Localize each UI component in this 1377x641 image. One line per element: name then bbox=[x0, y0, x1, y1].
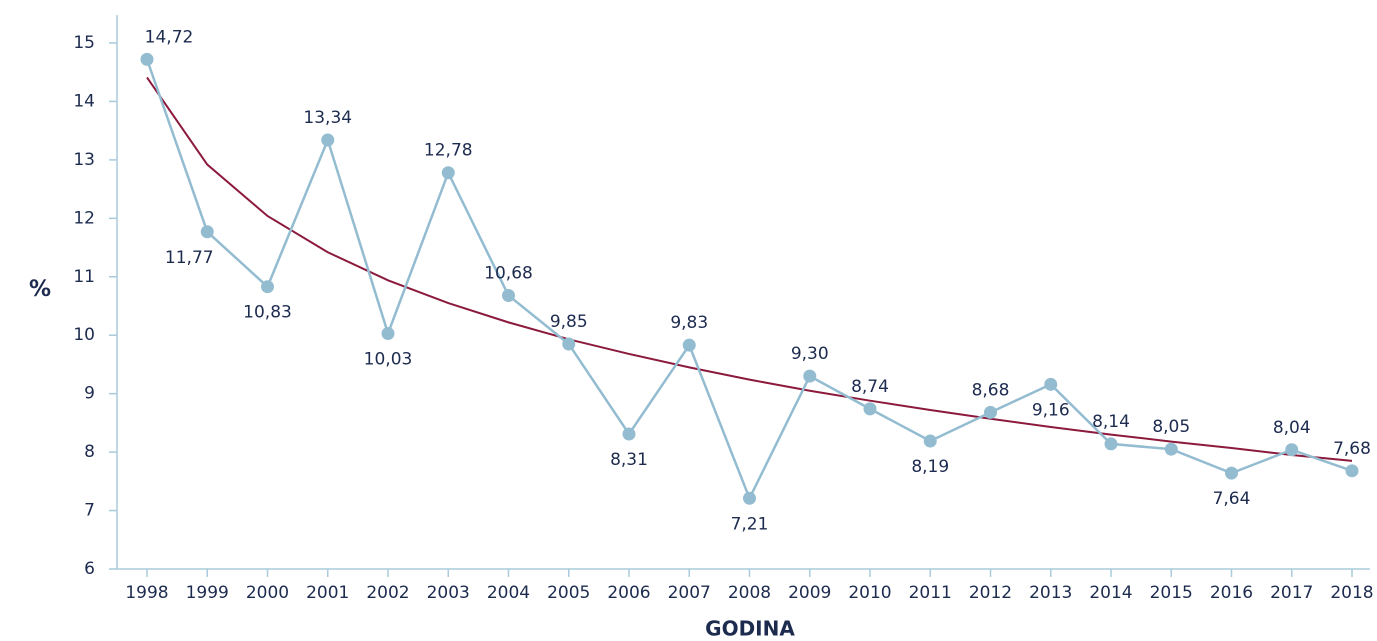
x-tick-label: 2012 bbox=[969, 583, 1012, 603]
x-tick-label: 2015 bbox=[1150, 583, 1193, 603]
marker bbox=[984, 405, 997, 419]
marker bbox=[682, 338, 696, 352]
y-tick-label: 12 bbox=[73, 208, 95, 228]
trend-line bbox=[146, 76, 1353, 462]
marker bbox=[863, 402, 877, 416]
data-label: 8,31 bbox=[610, 450, 648, 470]
marker bbox=[1285, 443, 1299, 457]
x-tick-label: 2002 bbox=[366, 583, 409, 603]
data-label: 10,68 bbox=[484, 263, 533, 283]
y-tick-label: 6 bbox=[84, 559, 95, 579]
y-tick-label: 13 bbox=[73, 150, 95, 170]
data-label: 7,21 bbox=[731, 514, 769, 534]
x-tick-label: 2016 bbox=[1210, 583, 1253, 603]
data-label: 9,16 bbox=[1032, 400, 1070, 420]
x-axis-label: GODINA bbox=[705, 617, 795, 641]
marker bbox=[261, 280, 274, 294]
x-tick-label: 2003 bbox=[427, 583, 470, 603]
x-tick-label: 1999 bbox=[186, 583, 229, 603]
x-tick-label: 2007 bbox=[668, 583, 711, 603]
marker bbox=[743, 491, 756, 505]
marker bbox=[321, 133, 335, 147]
x-tick-label: 2004 bbox=[487, 583, 530, 603]
data-label: 7,64 bbox=[1213, 489, 1251, 509]
data-label: 8,74 bbox=[851, 377, 889, 397]
y-tick-label: 11 bbox=[73, 267, 95, 287]
x-tick-label: 2013 bbox=[1029, 583, 1072, 603]
data-label: 10,03 bbox=[364, 349, 413, 369]
y-tick-label: 10 bbox=[73, 325, 95, 345]
marker bbox=[502, 288, 515, 302]
x-tick-label: 2017 bbox=[1270, 583, 1313, 603]
marker bbox=[1044, 377, 1058, 391]
marker bbox=[803, 369, 817, 383]
data-label: 12,78 bbox=[424, 141, 473, 161]
data-label: 8,19 bbox=[911, 457, 949, 477]
data-label: 9,85 bbox=[550, 312, 588, 332]
x-tick-label: 1998 bbox=[125, 583, 168, 603]
data-label: 8,68 bbox=[972, 380, 1010, 400]
x-tick-label: 2011 bbox=[909, 583, 952, 603]
marker bbox=[1225, 466, 1238, 480]
data-label: 9,83 bbox=[670, 313, 708, 333]
y-tick-label: 15 bbox=[73, 33, 95, 53]
marker bbox=[622, 427, 636, 441]
data-label: 8,14 bbox=[1092, 412, 1130, 432]
marker bbox=[140, 52, 154, 66]
marker bbox=[923, 434, 937, 448]
data-label: 11,77 bbox=[165, 248, 214, 268]
marker bbox=[441, 166, 455, 180]
data-label: 8,05 bbox=[1152, 417, 1190, 437]
x-tick-label: 2005 bbox=[547, 583, 590, 603]
y-tick-label: 14 bbox=[73, 91, 95, 111]
x-tick-label: 2009 bbox=[788, 583, 831, 603]
x-tick-label: 2006 bbox=[607, 583, 650, 603]
marker bbox=[381, 326, 395, 340]
marker bbox=[1104, 437, 1118, 451]
x-tick-label: 2010 bbox=[848, 583, 891, 603]
y-tick-label: 7 bbox=[84, 501, 95, 521]
x-tick-label: 2000 bbox=[246, 583, 289, 603]
marker bbox=[562, 337, 576, 351]
marker bbox=[1345, 464, 1359, 478]
y-axis-label: % bbox=[29, 277, 51, 302]
marker bbox=[200, 225, 214, 239]
data-label: 14,72 bbox=[145, 27, 194, 47]
x-tick-label: 2001 bbox=[306, 583, 349, 603]
data-label: 8,04 bbox=[1273, 418, 1311, 438]
data-label: 9,30 bbox=[791, 344, 829, 364]
x-tick-label: 2008 bbox=[728, 583, 771, 603]
y-tick-label: 9 bbox=[84, 384, 95, 404]
x-tick-label: 2014 bbox=[1089, 583, 1132, 603]
data-label: 10,83 bbox=[243, 303, 292, 323]
data-label: 13,34 bbox=[303, 108, 352, 128]
y-tick-label: 8 bbox=[84, 442, 95, 462]
data-label: 7,68 bbox=[1333, 439, 1371, 459]
x-tick-label: 2018 bbox=[1330, 583, 1373, 603]
marker bbox=[1164, 442, 1178, 456]
